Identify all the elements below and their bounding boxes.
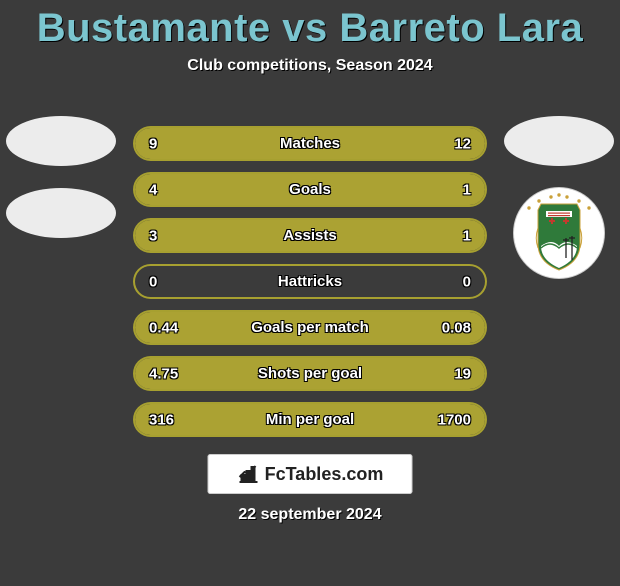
bar-shots-per-goal: 4.75 Shots per goal 19 [135,358,485,389]
metric-label: Min per goal [266,411,354,428]
value-right: 1700 [438,411,471,428]
value-right: 0 [463,273,471,290]
value-left: 4.75 [149,365,178,382]
team-badge-placeholder [6,116,116,166]
bar-fill-left [135,174,415,205]
metric-label: Assists [283,227,336,244]
value-left: 0 [149,273,157,290]
value-right: 19 [454,365,471,382]
value-right: 1 [463,181,471,198]
bar-fill-left [135,128,286,159]
bar-goals-per-match: 0.44 Goals per match 0.08 [135,312,485,343]
value-right: 0.08 [442,319,471,336]
comparison-bars: 9 Matches 12 4 Goals 1 3 Assists 1 0 Hat… [135,128,485,435]
bar-fill-right [398,220,486,251]
left-badge-column [6,116,116,238]
subtitle: Club competitions, Season 2024 [0,57,620,75]
metric-label: Matches [280,135,340,152]
watermark: FcTables.com [208,454,413,494]
bar-min-per-goal: 316 Min per goal 1700 [135,404,485,435]
bar-fill-right [415,174,485,205]
watermark-text: FcTables.com [265,464,384,485]
chart-icon [237,463,259,485]
team-crest-oriente [514,188,604,278]
metric-label: Hattricks [278,273,342,290]
value-right: 1 [463,227,471,244]
page-title: Bustamante vs Barreto Lara [0,6,620,51]
bar-fill-left [135,220,398,251]
metric-label: Goals [289,181,331,198]
bar-assists: 3 Assists 1 [135,220,485,251]
date: 22 september 2024 [0,506,620,524]
value-left: 4 [149,181,157,198]
value-left: 316 [149,411,174,428]
metric-label: Goals per match [251,319,369,336]
metric-label: Shots per goal [258,365,362,382]
value-left: 0.44 [149,319,178,336]
right-badge-column [504,116,614,278]
team-badge-placeholder [6,188,116,238]
value-left: 9 [149,135,157,152]
team-badge-placeholder [504,116,614,166]
bar-hattricks: 0 Hattricks 0 [135,266,485,297]
value-right: 12 [454,135,471,152]
value-left: 3 [149,227,157,244]
bar-matches: 9 Matches 12 [135,128,485,159]
bar-goals: 4 Goals 1 [135,174,485,205]
